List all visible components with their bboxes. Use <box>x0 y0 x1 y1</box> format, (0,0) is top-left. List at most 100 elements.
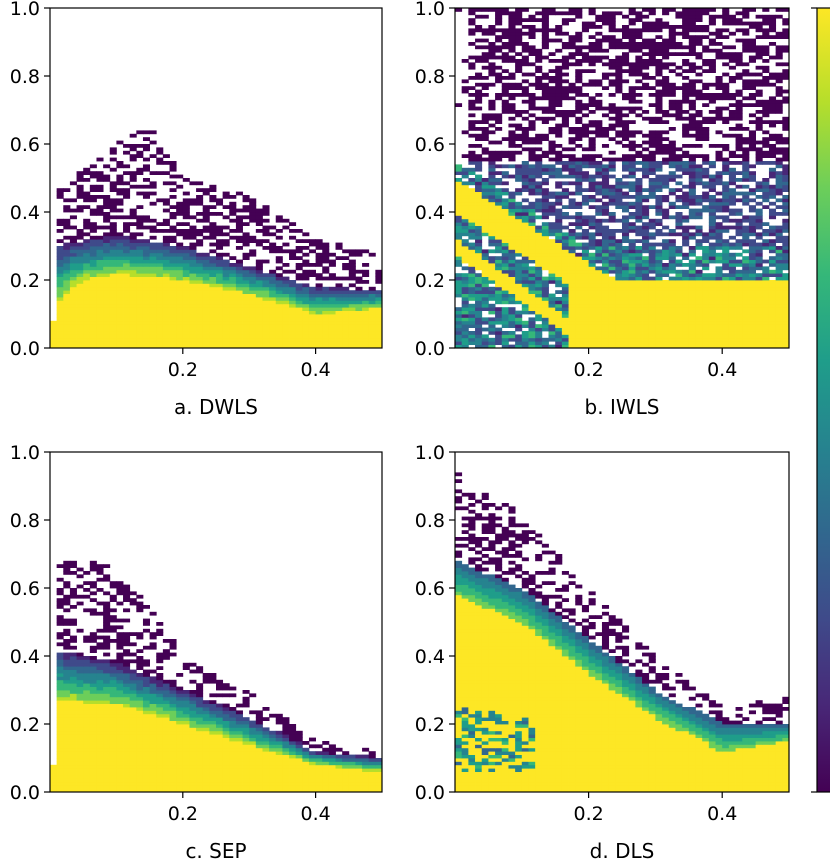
heatmap-cell <box>575 242 583 247</box>
heatmap-cell <box>695 144 703 148</box>
heatmap-cell <box>209 259 217 264</box>
heatmap-cell <box>708 116 716 121</box>
heatmap-cell <box>722 120 730 124</box>
heatmap-cell <box>508 252 516 257</box>
heatmap-cell <box>56 249 64 254</box>
heatmap-cell <box>262 273 270 277</box>
heatmap-cell <box>521 55 529 60</box>
heatmap-cell <box>635 201 643 206</box>
heatmap-cell <box>708 120 716 124</box>
heatmap-cell <box>229 314 237 318</box>
heatmap-cell <box>481 283 489 288</box>
heatmap-cell <box>688 99 696 104</box>
heatmap-cell <box>561 256 569 260</box>
heatmap-cell <box>149 154 157 158</box>
heatmap-cell <box>521 215 529 220</box>
heatmap-cell <box>601 246 610 250</box>
heatmap-cell <box>702 120 710 124</box>
heatmap-cell <box>628 72 636 77</box>
heatmap-cell <box>728 208 736 213</box>
heatmap-cell <box>129 222 137 226</box>
heatmap-cell <box>235 344 243 349</box>
heatmap-cell <box>635 297 643 301</box>
heatmap-cell <box>635 208 643 213</box>
heatmap-cell <box>501 246 509 250</box>
heatmap-cell <box>495 55 503 60</box>
heatmap-cell <box>315 256 323 260</box>
heatmap-cell <box>715 181 723 186</box>
heatmap-cell <box>488 290 496 294</box>
heatmap-cell <box>136 293 144 298</box>
heatmap-cell <box>535 157 543 162</box>
heatmap-cell <box>568 147 576 152</box>
heatmap-cell <box>461 218 469 223</box>
heatmap-cell <box>515 290 523 294</box>
heatmap-cell <box>682 232 690 237</box>
heatmap-cell <box>688 48 696 53</box>
heatmap-cell <box>302 334 310 339</box>
heatmap-cell <box>622 161 630 165</box>
heatmap-cell <box>555 157 563 162</box>
heatmap-cell <box>715 222 723 226</box>
heatmap-cell <box>508 290 516 294</box>
heatmap-cell <box>182 208 190 213</box>
heatmap-cell <box>142 314 150 318</box>
heatmap-cell <box>555 82 563 87</box>
heatmap-cell <box>748 225 756 230</box>
heatmap-cell <box>468 303 476 308</box>
heatmap-cell <box>109 283 117 288</box>
heatmap-cell <box>588 48 596 53</box>
heatmap-cell <box>149 191 157 196</box>
heatmap-cell <box>103 242 111 247</box>
heatmap-cell <box>588 130 596 135</box>
heatmap-cell <box>96 320 104 325</box>
heatmap-cell <box>275 259 283 264</box>
heatmap-cell <box>335 324 343 328</box>
heatmap-cell <box>176 283 184 288</box>
heatmap-cell <box>196 337 204 342</box>
heatmap-cell <box>755 297 763 301</box>
heatmap-cell <box>481 222 489 226</box>
heatmap-cell <box>275 317 283 322</box>
heatmap-cell <box>348 341 356 345</box>
heatmap-cell <box>668 317 676 322</box>
heatmap-cell <box>601 300 610 305</box>
heatmap-cell <box>742 147 750 152</box>
heatmap-cell <box>515 188 523 192</box>
heatmap-cell <box>229 310 237 315</box>
heatmap-cell <box>648 205 656 209</box>
heatmap-cell <box>255 276 263 281</box>
heatmap-cell <box>622 174 630 179</box>
heatmap-cell <box>335 317 343 322</box>
heatmap-cell <box>216 229 224 233</box>
heatmap-cell <box>735 140 743 145</box>
heatmap-cell <box>515 229 523 233</box>
heatmap-cell <box>782 280 790 284</box>
heatmap-cell <box>728 317 736 322</box>
heatmap-cell <box>56 269 64 274</box>
heatmap-cell <box>362 310 370 315</box>
heatmap-cell <box>162 259 170 264</box>
heatmap-cell <box>735 208 743 213</box>
heatmap-cell <box>588 293 596 298</box>
heatmap-cell <box>109 344 117 349</box>
heatmap-cell <box>63 235 71 240</box>
heatmap-cell <box>728 218 736 223</box>
heatmap-cell <box>601 205 610 209</box>
heatmap-cell <box>501 239 509 243</box>
heatmap-cell <box>688 212 696 216</box>
heatmap-cell <box>282 307 290 311</box>
heatmap-cell <box>475 266 483 271</box>
heatmap-cell <box>742 96 750 101</box>
heatmap-cell <box>742 286 750 291</box>
heatmap-cell <box>715 320 723 325</box>
heatmap-cell <box>461 195 469 199</box>
heatmap-cell <box>768 215 777 220</box>
heatmap-cell <box>555 208 563 213</box>
heatmap-cell <box>748 133 756 138</box>
heatmap-cell <box>222 242 230 247</box>
heatmap-cell <box>708 198 716 203</box>
heatmap-cell <box>202 337 210 342</box>
heatmap-cell <box>715 242 723 247</box>
heatmap-cell <box>76 266 84 271</box>
